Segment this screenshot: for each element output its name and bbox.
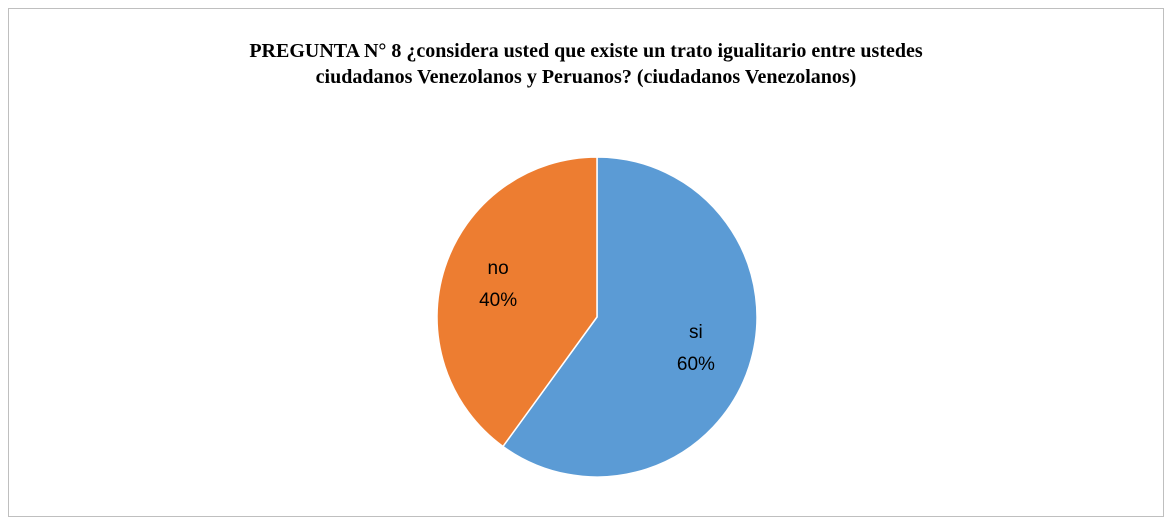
slice-label-category: no	[488, 258, 509, 279]
slice-label-category: si	[689, 322, 703, 343]
pie-slice	[501, 156, 758, 478]
slice-label-value: 40%	[479, 290, 517, 311]
chart-title: PREGUNTA N° 8 ¿considera usted que exist…	[249, 40, 923, 88]
slice-label-value: 60%	[677, 354, 715, 375]
chart-frame	[8, 8, 1164, 517]
pie-slice	[436, 156, 598, 448]
